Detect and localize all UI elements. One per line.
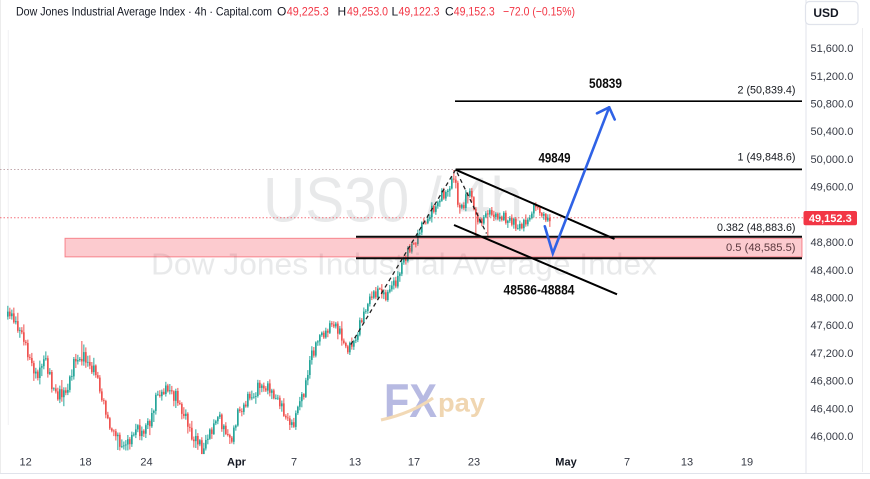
- svg-text:−72.0 (−0.15%): −72.0 (−0.15%): [503, 4, 575, 18]
- svg-text:49849: 49849: [539, 150, 571, 166]
- svg-text:49,152.3: 49,152.3: [809, 213, 852, 225]
- svg-text:13: 13: [349, 457, 361, 469]
- svg-text:C: C: [445, 4, 454, 18]
- svg-text:12: 12: [19, 457, 31, 469]
- svg-text:L: L: [392, 4, 399, 18]
- svg-text:1 (49,848.6): 1 (49,848.6): [738, 152, 796, 164]
- svg-text:7: 7: [291, 457, 297, 469]
- svg-text:May: May: [555, 457, 577, 469]
- svg-text:7: 7: [624, 457, 630, 469]
- svg-text:USD: USD: [813, 6, 839, 20]
- svg-text:47,200.0: 47,200.0: [811, 348, 854, 360]
- svg-text:13: 13: [681, 457, 693, 469]
- svg-text:49,225.3: 49,225.3: [287, 4, 329, 18]
- svg-text:51,200.0: 51,200.0: [811, 71, 854, 83]
- svg-text:24: 24: [140, 457, 152, 469]
- svg-text:50839: 50839: [589, 75, 622, 91]
- svg-text:19: 19: [741, 457, 753, 469]
- svg-text:46,000.0: 46,000.0: [811, 431, 854, 443]
- svg-text:50,400.0: 50,400.0: [811, 126, 854, 138]
- svg-text:51,600.0: 51,600.0: [811, 43, 854, 55]
- svg-text:50,000.0: 50,000.0: [811, 154, 854, 166]
- svg-text:0.5 (48,585.5): 0.5 (48,585.5): [726, 242, 796, 254]
- svg-text:49,122.3: 49,122.3: [399, 4, 440, 18]
- svg-text:23: 23: [468, 457, 480, 469]
- svg-text:48,400.0: 48,400.0: [811, 265, 854, 277]
- svg-text:Dow Jones Industrial Average I: Dow Jones Industrial Average Index · 4h …: [16, 4, 272, 18]
- svg-text:50,800.0: 50,800.0: [811, 99, 854, 111]
- svg-text:48,800.0: 48,800.0: [811, 237, 854, 249]
- svg-text:pay: pay: [438, 388, 486, 418]
- svg-text:US30 / 4h: US30 / 4h: [263, 166, 523, 236]
- svg-text:49,600.0: 49,600.0: [811, 182, 854, 194]
- svg-text:46,400.0: 46,400.0: [811, 403, 854, 415]
- svg-text:18: 18: [79, 457, 91, 469]
- svg-text:49,152.3: 49,152.3: [454, 4, 495, 18]
- svg-text:2 (50,839.4): 2 (50,839.4): [738, 85, 796, 97]
- svg-text:O: O: [277, 4, 286, 18]
- svg-text:H: H: [338, 4, 347, 18]
- svg-text:46,800.0: 46,800.0: [811, 376, 854, 388]
- svg-text:47,600.0: 47,600.0: [811, 320, 854, 332]
- svg-text:Apr: Apr: [227, 457, 247, 469]
- svg-text:49,253.0: 49,253.0: [347, 4, 388, 18]
- svg-text:48,000.0: 48,000.0: [811, 293, 854, 305]
- svg-text:48586-48884: 48586-48884: [504, 282, 575, 298]
- svg-text:0.382 (48,883.6): 0.382 (48,883.6): [717, 222, 796, 234]
- svg-text:17: 17: [408, 457, 420, 469]
